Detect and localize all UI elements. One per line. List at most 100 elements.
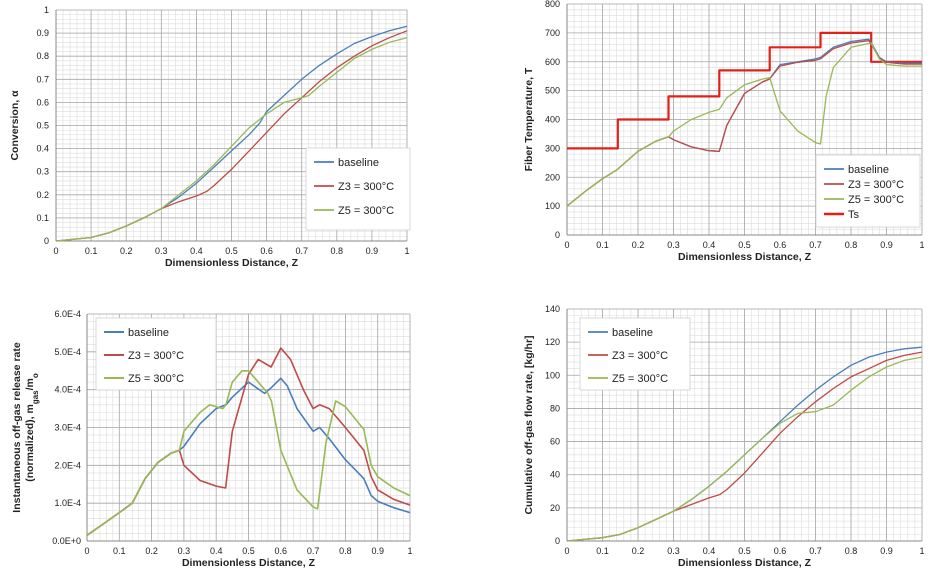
y-tick-label: 400: [545, 115, 560, 125]
x-tick-label: 1: [919, 546, 924, 556]
y-tick-label: 100: [545, 370, 560, 380]
legend: baseline Z3 = 300°C Z5 = 300°C: [579, 317, 691, 391]
y-tick-label: 500: [545, 86, 560, 96]
x-tick-label: 0.4: [703, 240, 716, 250]
x-tick-label: 0.5: [738, 546, 751, 556]
series-line-z5: [566, 356, 923, 542]
legend-label: baseline: [128, 327, 169, 339]
y-tick-label: 0: [555, 230, 560, 240]
series-line-ts: [567, 31, 922, 150]
x-tick-label: 0.2: [145, 546, 158, 556]
x-tick-label: 0.6: [260, 246, 273, 256]
y-tick-label: 0.9: [36, 28, 49, 38]
x-tick-label: 0.3: [155, 246, 168, 256]
legend-label: Z5 = 300°C: [338, 205, 394, 217]
off-gas-release-rate-chart: 0 0.1 0.2 0.3 0.4 0.5 0.6 0.7 0.8 0.9 1 0.0E+0 1.0E-…: [11, 309, 413, 569]
x-tick-label: 0.6: [774, 240, 787, 250]
y-tick-label: 1: [44, 5, 49, 15]
series-line-z5: [55, 37, 408, 242]
y-axis-label: Instantaneous off-gas release rate(norma…: [11, 342, 40, 513]
x-tick-label: 0.8: [845, 546, 858, 556]
x-tick-label: 0: [564, 240, 569, 250]
x-tick-label: 0.8: [339, 546, 352, 556]
y-tick-label: 0.2: [36, 190, 49, 200]
x-tick-label: 0.1: [85, 246, 98, 256]
y-tick-label: 700: [545, 28, 560, 38]
legend-label: Z5 = 300°C: [848, 194, 904, 206]
x-tick-label: 0.4: [703, 546, 716, 556]
legend: baseline Z3 = 300°C Z5 = 300°C: [305, 147, 411, 231]
y-tick-label: 120: [545, 337, 560, 347]
y-tick-label: 6.0E-4: [54, 309, 81, 319]
x-tick-label: 0.3: [667, 546, 680, 556]
x-tick-label: 0.5: [738, 240, 751, 250]
x-tick-label: 0.8: [331, 246, 344, 256]
x-tick-label: 0.6: [774, 546, 787, 556]
x-axis-label: Dimensionless Distance, Z: [165, 257, 299, 269]
legend-label: Z5 = 300°C: [612, 373, 668, 385]
cumulative-off-gas-chart: 0 0.1 0.2 0.3 0.4 0.5 0.6 0.7 0.8 0.9 1 0 20 40 60 80 10…: [523, 304, 925, 569]
legend-label: Z3 = 300°C: [612, 350, 668, 362]
series-line-z5: [86, 369, 411, 536]
x-tick-label: 0.4: [190, 246, 203, 256]
x-tick-label: 0: [84, 546, 89, 556]
fiber-temperature-chart: 0 0.1 0.2 0.3 0.4 0.5 0.6 0.7 0.8 0.9 1 0 100 200 300 4…: [523, 0, 925, 263]
x-tick-label: 0.3: [667, 240, 680, 250]
x-tick-label: 0.2: [120, 246, 133, 256]
legend-label: Z3 = 300°C: [338, 181, 394, 193]
y-tick-label: 800: [545, 0, 560, 9]
y-tick-label: 2.0E-4: [54, 460, 81, 470]
y-tick-label: 60: [550, 437, 560, 447]
x-tick-label: 0.9: [880, 546, 893, 556]
legend-label: baseline: [338, 157, 379, 169]
x-tick-label: 0.9: [371, 546, 384, 556]
y-tick-label: 0.4: [36, 144, 49, 154]
y-tick-label: 80: [550, 403, 560, 413]
y-tick-label: 5.0E-4: [54, 347, 81, 357]
x-tick-label: 0.9: [880, 240, 893, 250]
y-axis-label: Cumulative off-gas flow rate, [kg/hr]: [523, 335, 535, 514]
x-tick-label: 0.1: [596, 240, 609, 250]
y-tick-label: 140: [545, 304, 560, 314]
y-tick-label: 0: [555, 536, 560, 546]
y-tick-label: 3.0E-4: [54, 423, 81, 433]
y-tick-label: 100: [545, 201, 560, 211]
x-axis-label: Dimensionless Distance, Z: [182, 557, 316, 569]
y-tick-label: 0.6: [36, 97, 49, 107]
y-tick-label: 0.0E+0: [52, 536, 81, 546]
x-tick-label: 0: [564, 546, 569, 556]
x-tick-label: 0.8: [845, 240, 858, 250]
series-line-z5: [566, 42, 922, 207]
y-tick-label: 20: [550, 503, 560, 513]
x-tick-label: 0.2: [632, 240, 645, 250]
x-axis-label: Dimensionless Distance, Z: [678, 557, 812, 569]
x-tick-label: 1: [919, 240, 924, 250]
legend-label: Z5 = 300°C: [128, 373, 184, 385]
x-tick-label: 0.3: [178, 546, 191, 556]
legend-label: baseline: [848, 164, 889, 176]
y-tick-label: 0.5: [36, 121, 49, 131]
y-axis-label: Conversion, α: [9, 90, 21, 161]
legend: baseline Z3 = 300°C Z5 = 300°C: [95, 317, 217, 391]
x-tick-label: 0.5: [225, 246, 238, 256]
x-tick-label: 0.1: [596, 546, 609, 556]
y-tick-label: 0: [44, 236, 49, 246]
x-tick-label: 0.7: [295, 246, 308, 256]
y-tick-label: 600: [545, 57, 560, 67]
x-tick-label: 0.5: [242, 546, 255, 556]
x-tick-label: 0.7: [809, 240, 822, 250]
x-tick-label: 0.6: [275, 546, 288, 556]
y-tick-label: 0.1: [36, 213, 49, 223]
x-tick-label: 0.9: [366, 246, 379, 256]
y-tick-label: 40: [550, 470, 560, 480]
legend-label: baseline: [612, 327, 653, 339]
y-tick-label: 0.8: [36, 51, 49, 61]
legend: baseline Z3 = 300°C Z5 = 300°C Ts: [815, 154, 921, 228]
x-tick-label: 0.4: [210, 546, 223, 556]
legend-label: Z3 = 300°C: [128, 350, 184, 362]
x-tick-label: 0.1: [113, 546, 126, 556]
y-axis-label: Fiber Temperature, T: [523, 67, 535, 171]
y-tick-label: 300: [545, 143, 560, 153]
x-tick-label: 1: [404, 246, 409, 256]
legend-label: Ts: [848, 209, 860, 221]
